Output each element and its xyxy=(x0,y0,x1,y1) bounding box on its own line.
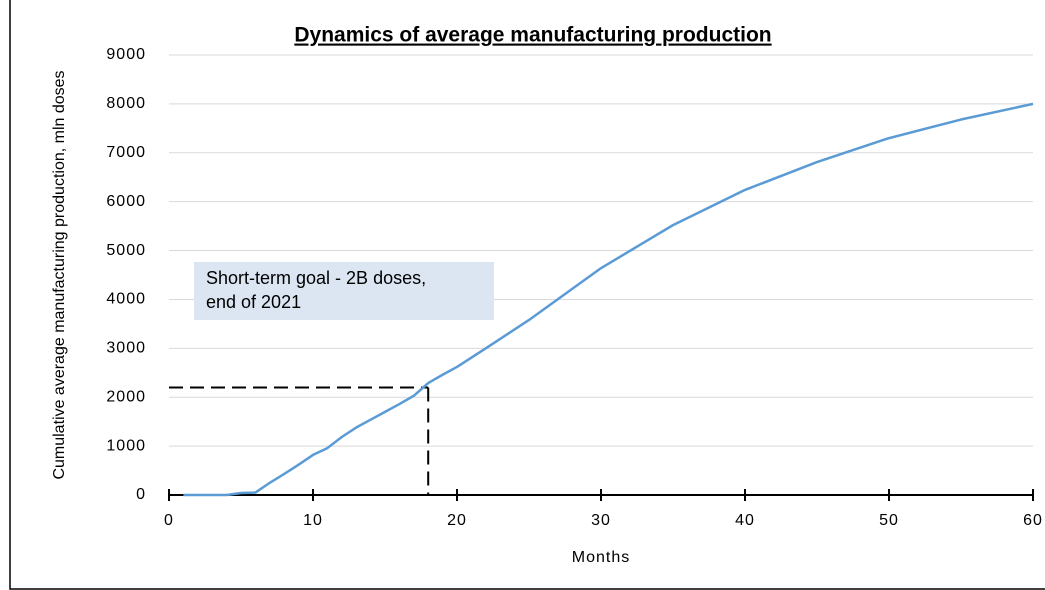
y-tick-label: 8000 xyxy=(106,95,146,112)
annotation-box xyxy=(194,262,494,320)
x-tick-label: 10 xyxy=(303,512,323,529)
x-axis-label: Months xyxy=(572,549,630,566)
x-tick-label: 50 xyxy=(879,512,899,529)
y-tick-label: 2000 xyxy=(106,388,146,405)
x-tick-label: 30 xyxy=(591,512,611,529)
y-tick-label: 7000 xyxy=(106,144,146,161)
annotation-text: end of 2021 xyxy=(206,292,301,312)
y-axis-label: Cumulative average manufacturing product… xyxy=(51,70,68,479)
frame xyxy=(9,0,1045,590)
y-tick-label: 5000 xyxy=(106,242,146,259)
data-line xyxy=(183,102,1034,497)
y-tick-label: 3000 xyxy=(106,340,146,357)
y-tick-label: 0 xyxy=(136,486,146,503)
y-tick-label: 1000 xyxy=(106,437,146,454)
annotation-text: Short-term goal - 2B doses, xyxy=(206,268,426,288)
x-tick-label: 0 xyxy=(164,512,174,529)
x-tick-label: 40 xyxy=(735,512,755,529)
chart-title: Dynamics of average manufacturing produc… xyxy=(294,24,771,47)
x-tick-label: 20 xyxy=(447,512,467,529)
y-tick-label: 4000 xyxy=(106,291,146,308)
y-tick-label: 6000 xyxy=(106,193,146,210)
x-tick-label: 60 xyxy=(1023,512,1043,529)
y-tick-label: 9000 xyxy=(106,46,146,63)
